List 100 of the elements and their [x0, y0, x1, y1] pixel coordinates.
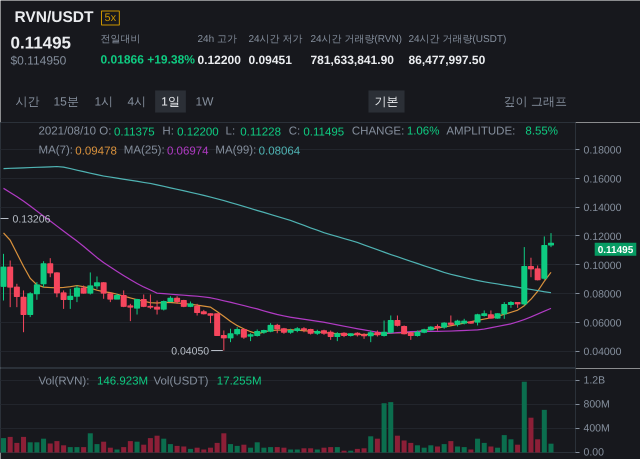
bar — [1, 438, 6, 452]
bar — [294, 450, 300, 452]
text: 24시간 저가 — [248, 34, 302, 45]
bar — [114, 450, 120, 452]
text: 0.11495 — [10, 34, 72, 52]
text: 781,633,841.90 — [310, 53, 394, 67]
y-tick-label: 0.08000 — [584, 288, 622, 301]
bar — [194, 448, 200, 452]
candlestick — [368, 330, 374, 343]
annotation: 2021/08/10 O: — [38, 126, 112, 138]
bar — [168, 444, 173, 452]
text: 0.11495 — [598, 244, 634, 256]
candlestick — [134, 298, 140, 315]
text: RVN/USDT — [14, 9, 94, 26]
bar — [134, 442, 140, 452]
bar — [314, 450, 320, 452]
text: $0.114950 — [10, 54, 67, 68]
line-series — [2, 166, 552, 294]
bar — [161, 438, 166, 452]
y-tick-label: 0.10000 — [584, 260, 622, 272]
text: 전일대비 — [100, 34, 140, 45]
annotation: MA(7): — [38, 144, 73, 156]
text: 4시 — [128, 94, 146, 108]
bar — [374, 438, 380, 452]
bar — [448, 441, 454, 452]
annotation: 0.11228 — [240, 126, 281, 138]
bar — [488, 446, 494, 452]
y-tick-label: 800M — [584, 398, 610, 410]
text: 24시간 거래량(USDT) — [408, 34, 506, 45]
text: 기본 — [374, 94, 398, 108]
bar — [121, 447, 126, 452]
candlestick — [40, 260, 47, 288]
candlestick — [394, 315, 400, 327]
y-tick-label: 0.18000 — [584, 144, 622, 157]
bar — [28, 442, 33, 452]
bar — [221, 433, 226, 452]
annotation: 0.04050 — [171, 345, 210, 358]
text: 86,477,997.50 — [408, 53, 486, 67]
text: 시간 — [16, 94, 40, 108]
text: 0.12200 — [198, 53, 242, 67]
annotation: MA(25): — [124, 144, 165, 156]
line-series — [2, 232, 552, 336]
annotation: CHANGE: — [352, 126, 404, 138]
y-tick-label: 1.2B — [584, 374, 606, 386]
y-tick-label: 0.16000 — [584, 173, 622, 186]
bar — [434, 446, 440, 452]
y-tick-label: 0.12000 — [584, 230, 622, 243]
annotation: 0.08064 — [258, 146, 301, 158]
annotation: L: — [226, 126, 236, 138]
annotation: C: — [288, 126, 300, 138]
bar — [108, 448, 113, 452]
text: 15분 — [54, 94, 79, 108]
text: 깊이 그래프 — [504, 94, 567, 108]
bar — [428, 445, 434, 452]
bar — [81, 447, 86, 452]
text: 0.09451 — [248, 53, 292, 67]
candlestick — [0, 253, 7, 302]
bar — [8, 436, 13, 452]
y-tick-label: 0.14000 — [584, 202, 622, 214]
bar — [174, 446, 180, 452]
bar — [368, 436, 374, 452]
y-tick-label: 400M — [584, 422, 610, 434]
bar — [468, 450, 474, 452]
annotation: H: — [162, 126, 174, 138]
bar — [515, 444, 520, 452]
annotation: Vol(RVN): — [38, 376, 90, 388]
bar — [181, 446, 186, 452]
bar — [48, 444, 53, 452]
annotation: 17.255M — [216, 376, 262, 388]
bar — [522, 382, 527, 452]
annotation: 0.13206 — [12, 214, 51, 226]
text: 24시간 거래량(RVN) — [310, 34, 402, 45]
text: 5x — [104, 12, 117, 24]
annotation: 0.11495 — [303, 126, 344, 138]
bar — [288, 450, 294, 452]
annotation: 146.923M — [96, 376, 148, 388]
bar — [382, 403, 387, 452]
annotation: 0.06974 — [166, 146, 210, 158]
annotation: Vol(USDT) — [153, 376, 209, 388]
bar — [101, 442, 106, 452]
annotation: 0.12200 — [177, 126, 219, 138]
candlestick — [240, 328, 247, 340]
bar — [128, 441, 133, 452]
annotation: 8.55% — [525, 126, 558, 138]
annotation: MA(99): — [215, 144, 256, 156]
bar — [408, 442, 414, 452]
text: 24h 고가 — [198, 34, 237, 45]
annotation: 0.11375 — [114, 126, 155, 138]
text: 1시 — [94, 94, 114, 108]
annotation: 0.09478 — [75, 146, 117, 158]
annotation: AMPLITUDE: — [446, 126, 516, 138]
bar — [334, 447, 340, 452]
candlestick — [448, 315, 454, 326]
y-tick-label: 0.06000 — [584, 317, 622, 330]
bar — [442, 444, 447, 452]
bar — [241, 444, 246, 452]
bar — [388, 402, 394, 452]
text: 1W — [196, 94, 214, 108]
y-tick-label: 0.00 — [584, 446, 604, 458]
bar — [495, 448, 500, 452]
